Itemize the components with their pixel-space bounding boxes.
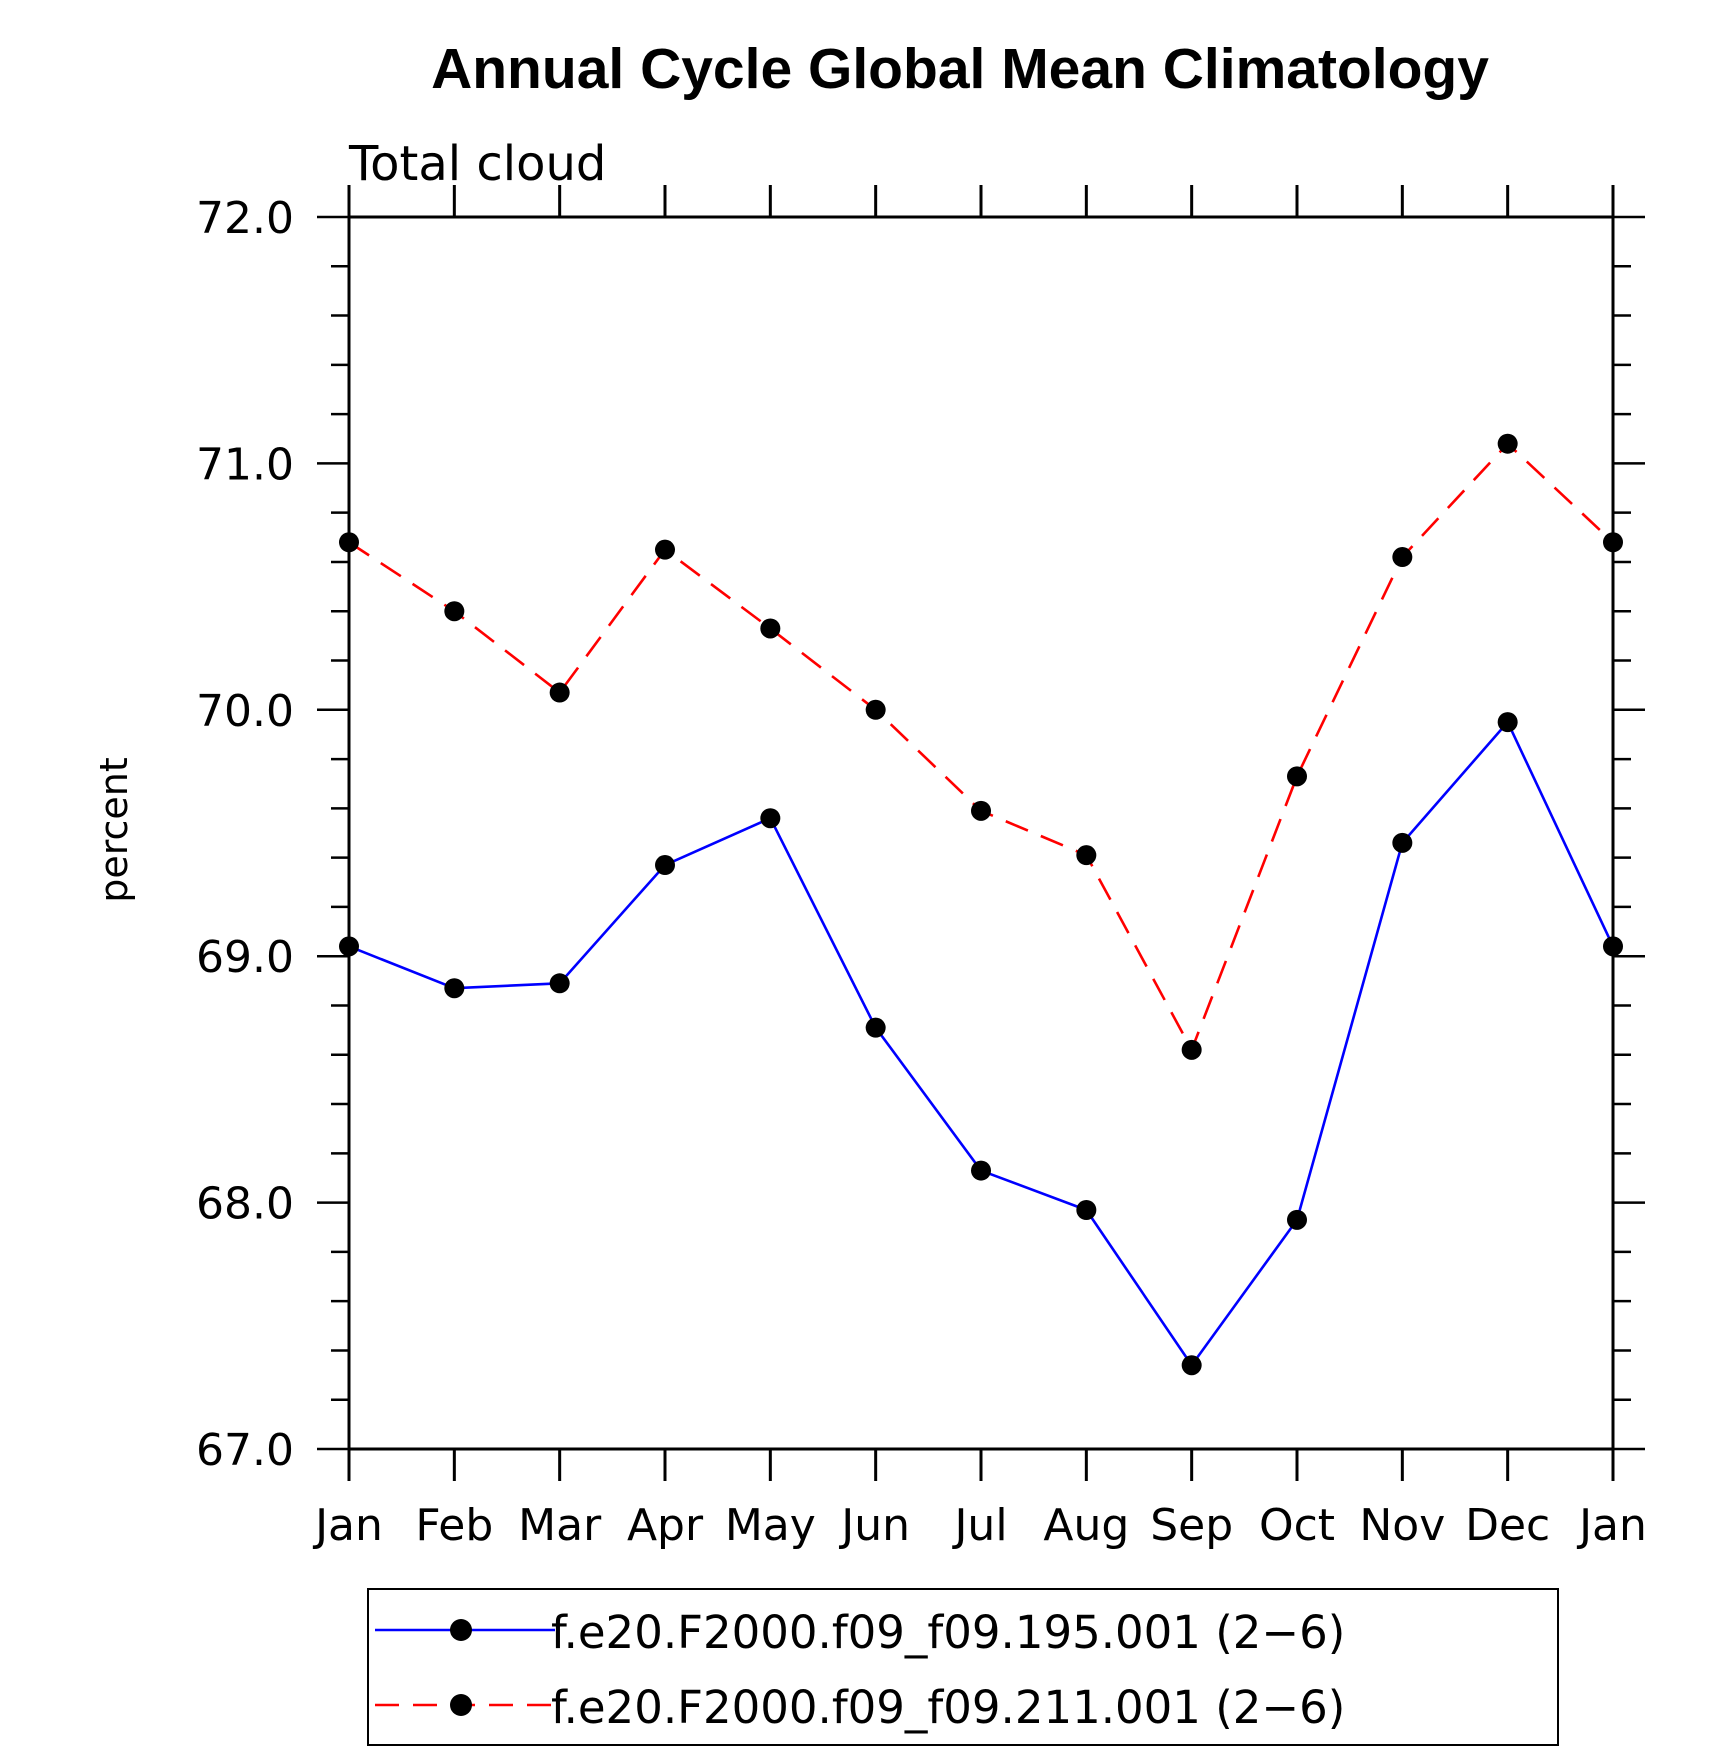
data-point (1181, 1355, 1202, 1376)
y-tick-label: 70.0 (196, 686, 294, 737)
x-tick-label: Nov (1359, 1500, 1445, 1551)
legend: f.e20.F2000.f09_f09.195.001 (2−6) f.e20.… (367, 1588, 1559, 1746)
x-tick-label: Aug (1043, 1500, 1129, 1551)
x-tick-label: Jun (838, 1500, 910, 1551)
data-point (971, 1160, 991, 1181)
data-point (1287, 1209, 1307, 1230)
chart-subtitle: Total cloud (348, 136, 606, 192)
x-tick-label: Mar (518, 1500, 602, 1551)
x-tick-label: May (725, 1500, 816, 1551)
legend-box (367, 1588, 1559, 1746)
data-point (1181, 1039, 1202, 1060)
y-tick-label: 72.0 (196, 193, 294, 244)
x-tick-label: Dec (1465, 1500, 1550, 1551)
data-point (549, 973, 570, 994)
x-tick-label: Feb (415, 1500, 493, 1551)
data-point (1287, 766, 1307, 787)
series-1 (339, 712, 1623, 1376)
data-point (549, 682, 570, 703)
data-point (655, 855, 675, 876)
legend-label-1: f.e20.F2000.f09_f09.195.001 (2−6) (551, 1606, 1345, 1659)
x-tick-label: Sep (1150, 1500, 1233, 1551)
data-point (444, 978, 465, 999)
y-tick-label: 67.0 (196, 1425, 294, 1476)
y-tick-label: 71.0 (196, 439, 294, 490)
data-point (865, 699, 886, 720)
legend-marker-1 (450, 1619, 472, 1641)
y-tick-label: 68.0 (196, 1179, 294, 1230)
chart-title: Annual Cycle Global Mean Climatology (431, 37, 1489, 101)
data-point (655, 539, 675, 560)
data-point (1392, 832, 1413, 853)
legend-label-2: f.e20.F2000.f09_f09.211.001 (2−6) (551, 1681, 1345, 1734)
y-axis-label: percent (92, 757, 136, 903)
data-point (1076, 845, 1097, 866)
x-tick-label: Jan (312, 1500, 383, 1551)
legend-entry-2: f.e20.F2000.f09_f09.211.001 (2−6) (375, 1681, 1345, 1734)
x-tick-label: Jan (1576, 1500, 1647, 1551)
data-point (971, 800, 991, 821)
data-point (339, 532, 359, 553)
data-point (1497, 712, 1518, 733)
y-tick-label: 69.0 (196, 932, 294, 983)
legend-entry-1: f.e20.F2000.f09_f09.195.001 (2−6) (375, 1606, 1345, 1659)
axes: Jan Feb Mar Apr May Jun Jul Aug Sep Oct Nov Dec Jan 6… (196, 185, 1647, 1551)
data-point (1603, 936, 1623, 957)
plot-frame (347, 215, 1615, 1451)
series-line-2 (348, 441, 1614, 1053)
legend-marker-2 (450, 1694, 472, 1716)
series-2 (339, 433, 1623, 1060)
data-point (339, 936, 359, 957)
data-point (1497, 433, 1518, 454)
data-point (1076, 1199, 1097, 1220)
data-point (760, 618, 781, 639)
x-tick-label: Oct (1259, 1500, 1335, 1551)
data-point (760, 808, 781, 829)
data-point (1392, 547, 1413, 568)
x-tick-label: Jul (951, 1500, 1007, 1551)
data-point (865, 1017, 886, 1038)
series-layer (339, 433, 1623, 1376)
x-tick-label: Apr (627, 1500, 704, 1551)
data-point (444, 601, 465, 622)
data-point (1603, 532, 1623, 553)
